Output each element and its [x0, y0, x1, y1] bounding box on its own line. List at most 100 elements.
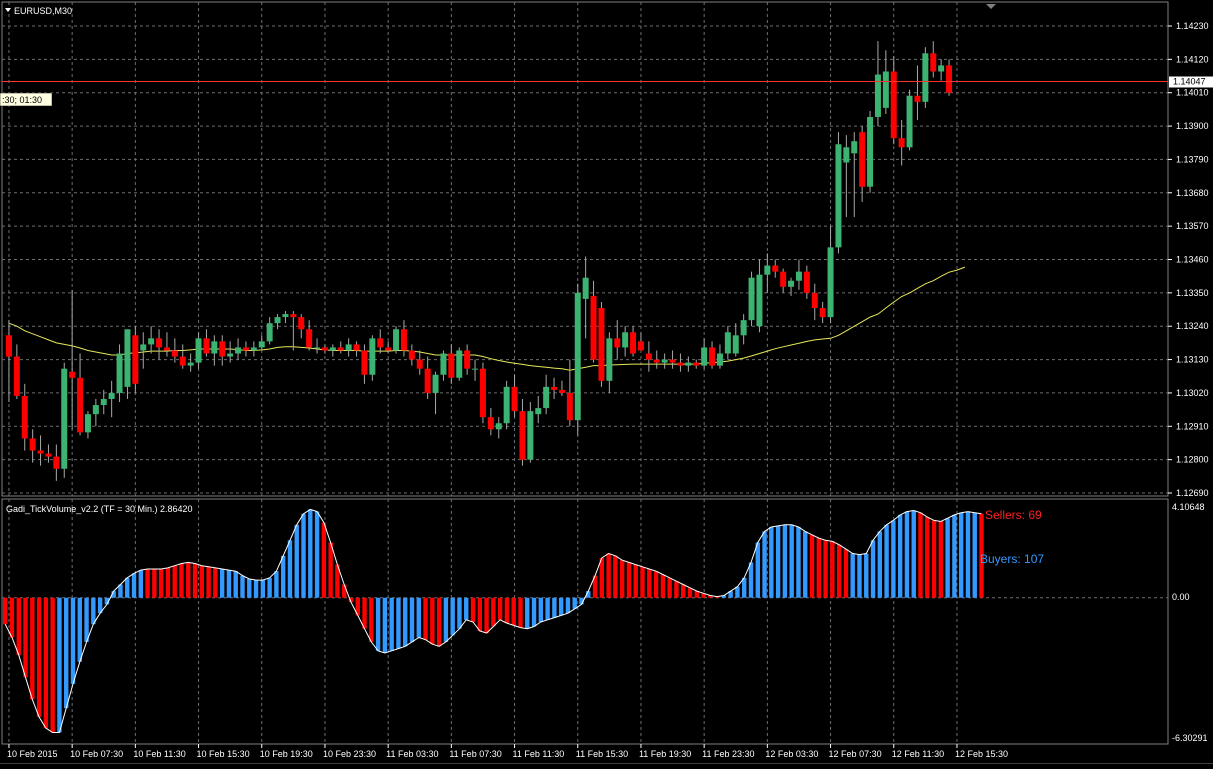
candle-body [306, 329, 313, 348]
candle-body [37, 450, 44, 454]
histogram-bar [803, 531, 808, 598]
candle-body [266, 323, 273, 342]
time-tick-label: 10 Feb 2015 [7, 749, 58, 759]
moving-average-line [8, 266, 966, 371]
histogram-bar [918, 512, 923, 598]
bear-candle [416, 350, 423, 375]
time-tick-label: 10 Feb 11:30 [133, 749, 185, 759]
histogram-bar [525, 597, 530, 629]
candle-body [764, 265, 771, 275]
bull-candle [472, 359, 479, 381]
price-tick-label: 1.14230 [1176, 21, 1209, 31]
chart-menu-triangle-icon[interactable] [5, 8, 11, 12]
histogram-bar [972, 512, 977, 598]
histogram-bar [172, 565, 177, 598]
candle-body [685, 362, 692, 366]
bull-candle [622, 326, 629, 357]
bear-candle [163, 332, 170, 357]
candle-body [21, 395, 28, 439]
histogram-bar [152, 569, 157, 598]
candle-body [250, 347, 257, 351]
bull-candle [116, 344, 123, 403]
histogram-bar [23, 597, 28, 678]
histogram-bar [186, 562, 191, 598]
candle-body [377, 338, 384, 348]
price-tick-label: 1.14120 [1176, 54, 1209, 64]
histogram-bar [735, 586, 740, 598]
bear-candle [290, 311, 297, 351]
bear-candle [479, 362, 486, 424]
candle-body [819, 308, 826, 318]
bear-candle [946, 59, 953, 96]
bottom-scroll-strip[interactable] [0, 763, 1213, 769]
bear-candle [653, 350, 660, 369]
histogram-bar [314, 511, 320, 598]
bear-candle [566, 359, 573, 427]
bull-candle [282, 311, 289, 324]
bull-candle [503, 380, 510, 430]
candle-body [843, 147, 850, 163]
candle-body [298, 317, 305, 330]
histogram-bar [586, 591, 591, 598]
histogram-bar [436, 597, 442, 647]
histogram-bar [443, 597, 449, 642]
histogram-bar [348, 597, 354, 603]
histogram-bar [694, 591, 699, 598]
bull-candle [227, 341, 234, 363]
candle-body [314, 347, 321, 349]
histogram-bar [267, 577, 272, 598]
candle-body [535, 408, 542, 415]
candle-body [424, 368, 431, 393]
histogram-bar [728, 591, 733, 598]
histogram-bar [504, 597, 510, 624]
current-price-tag [1169, 76, 1213, 88]
histogram-bar [931, 520, 937, 598]
candle-body [84, 414, 91, 433]
candle-body [867, 116, 874, 187]
bull-candle [329, 344, 336, 357]
bull-candle [258, 335, 265, 351]
bear-candle [780, 268, 787, 293]
histogram-bar [416, 597, 421, 638]
candle-body [385, 347, 392, 351]
scroll-shift-marker-icon[interactable] [986, 4, 996, 9]
candlestick-series [5, 41, 953, 481]
histogram-bar [796, 527, 801, 598]
histogram-bar [430, 597, 435, 645]
candle-body [938, 65, 945, 72]
histogram-bar [233, 571, 238, 598]
histogram-bar [450, 597, 455, 636]
histogram-bar [240, 575, 245, 598]
histogram-bar [321, 522, 327, 598]
bear-candle [69, 289, 76, 430]
candle-body [156, 338, 163, 348]
histogram-bar [701, 593, 706, 598]
histogram-bar [647, 569, 652, 598]
candle-body [290, 314, 297, 318]
histogram-bar [308, 509, 313, 598]
histogram-bar [131, 573, 137, 598]
candle-body [432, 374, 439, 393]
bull-candle [195, 332, 202, 369]
histogram-bar [91, 597, 96, 625]
bull-candle [851, 132, 858, 218]
histogram-bar [125, 577, 130, 598]
bear-candle [590, 280, 597, 363]
candle-body [29, 438, 36, 451]
price-axis: 1.14230 1.14120 1.14010 1.13900 1.13790 1.136… [1168, 21, 1209, 498]
bear-candle [203, 329, 210, 357]
bear-candle [321, 344, 328, 354]
histogram-bar [884, 524, 889, 598]
candle-body [227, 353, 234, 357]
candle-body [116, 353, 123, 393]
price-tick-label: 1.13900 [1176, 121, 1209, 131]
candle-body [898, 138, 905, 148]
bull-candle [543, 374, 550, 415]
histogram-bar [558, 597, 564, 616]
candle-body [637, 341, 644, 351]
histogram-bar [640, 566, 645, 598]
histogram-bar [653, 571, 659, 598]
histogram-bar [16, 597, 21, 656]
bear-candle [914, 65, 921, 121]
